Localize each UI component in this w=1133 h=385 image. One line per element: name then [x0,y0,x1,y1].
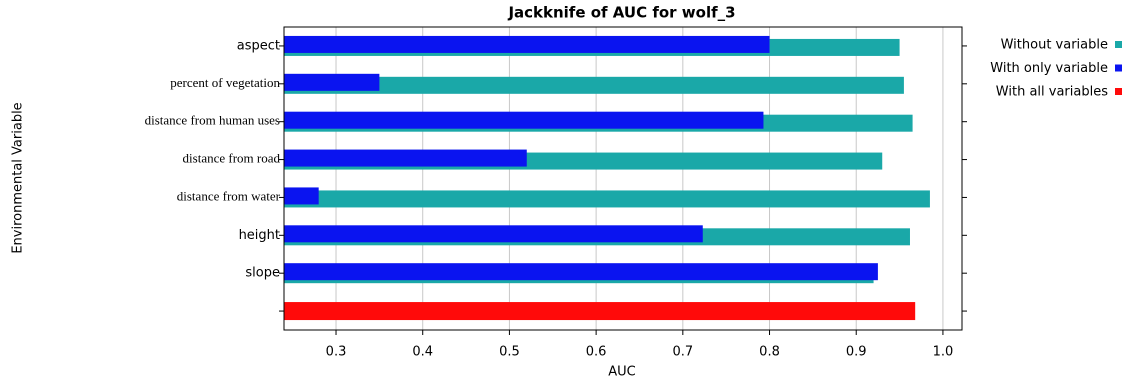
bar [284,190,930,208]
legend-swatch [1115,88,1122,95]
legend-label: Without variable [1001,38,1108,53]
x-tick-label: 0.4 [412,345,433,360]
y-tick-label: slope [245,266,280,281]
x-tick-label: 0.8 [759,345,780,360]
bar [284,76,904,94]
bar [284,302,916,321]
x-tick-label: 0.3 [326,345,347,360]
bar [284,149,527,167]
bar [284,111,764,129]
y-tick-label: distance from human uses [145,113,280,128]
y-tick-label: distance from road [183,151,281,166]
bar [284,187,319,205]
legend-swatch [1115,64,1122,72]
bar [284,35,770,53]
x-tick-label: 0.9 [846,345,867,360]
legend-label: With all variables [996,85,1108,100]
legend-swatch [1115,41,1122,48]
bar [284,73,380,91]
y-tick-label: height [239,228,280,243]
x-axis-label: AUC [608,365,636,380]
x-tick-label: 0.7 [672,345,693,360]
plot-border [283,26,963,331]
y-tick-label: aspect [237,38,280,53]
x-tick-label: 0.5 [499,345,520,360]
y-tick-label: percent of vegetation [170,75,280,90]
bar [284,225,703,243]
plot-area [284,27,962,330]
bar [284,263,878,281]
y-axis-label: Environmental Variable [11,102,26,253]
x-tick-label: 1.0 [933,345,954,360]
y-tick-label: distance from water [177,188,281,203]
legend-label: With only variable [990,61,1108,76]
chart-title: Jackknife of AUC for wolf_3 [507,4,735,22]
x-tick-label: 0.6 [586,345,607,360]
